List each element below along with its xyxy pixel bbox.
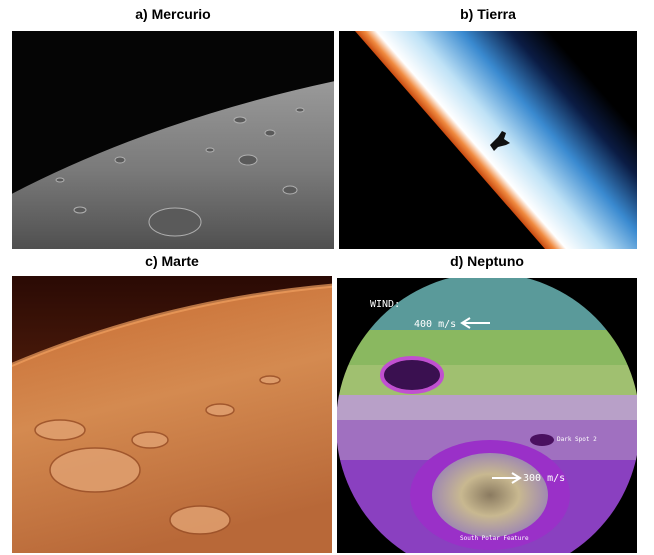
panel-title: a) Mercurio: [135, 6, 210, 22]
mercury-image: [12, 31, 334, 249]
panel-title: c) Marte: [145, 253, 199, 269]
speed-label: 300 m/s: [523, 473, 565, 484]
neptune-image: WIND: 400 m/s Dark Spot 2 300 m/s South …: [337, 278, 637, 553]
feature-label: South Polar Feature: [460, 535, 529, 542]
wind-label: WIND:: [370, 299, 400, 310]
speed-label: 400 m/s: [414, 319, 456, 330]
feature-label: Dark Spot 2: [557, 436, 597, 443]
panel-title: b) Tierra: [460, 6, 516, 22]
mars-image: [12, 276, 332, 553]
earth-image: [339, 31, 637, 249]
panel-title: d) Neptuno: [450, 253, 524, 269]
